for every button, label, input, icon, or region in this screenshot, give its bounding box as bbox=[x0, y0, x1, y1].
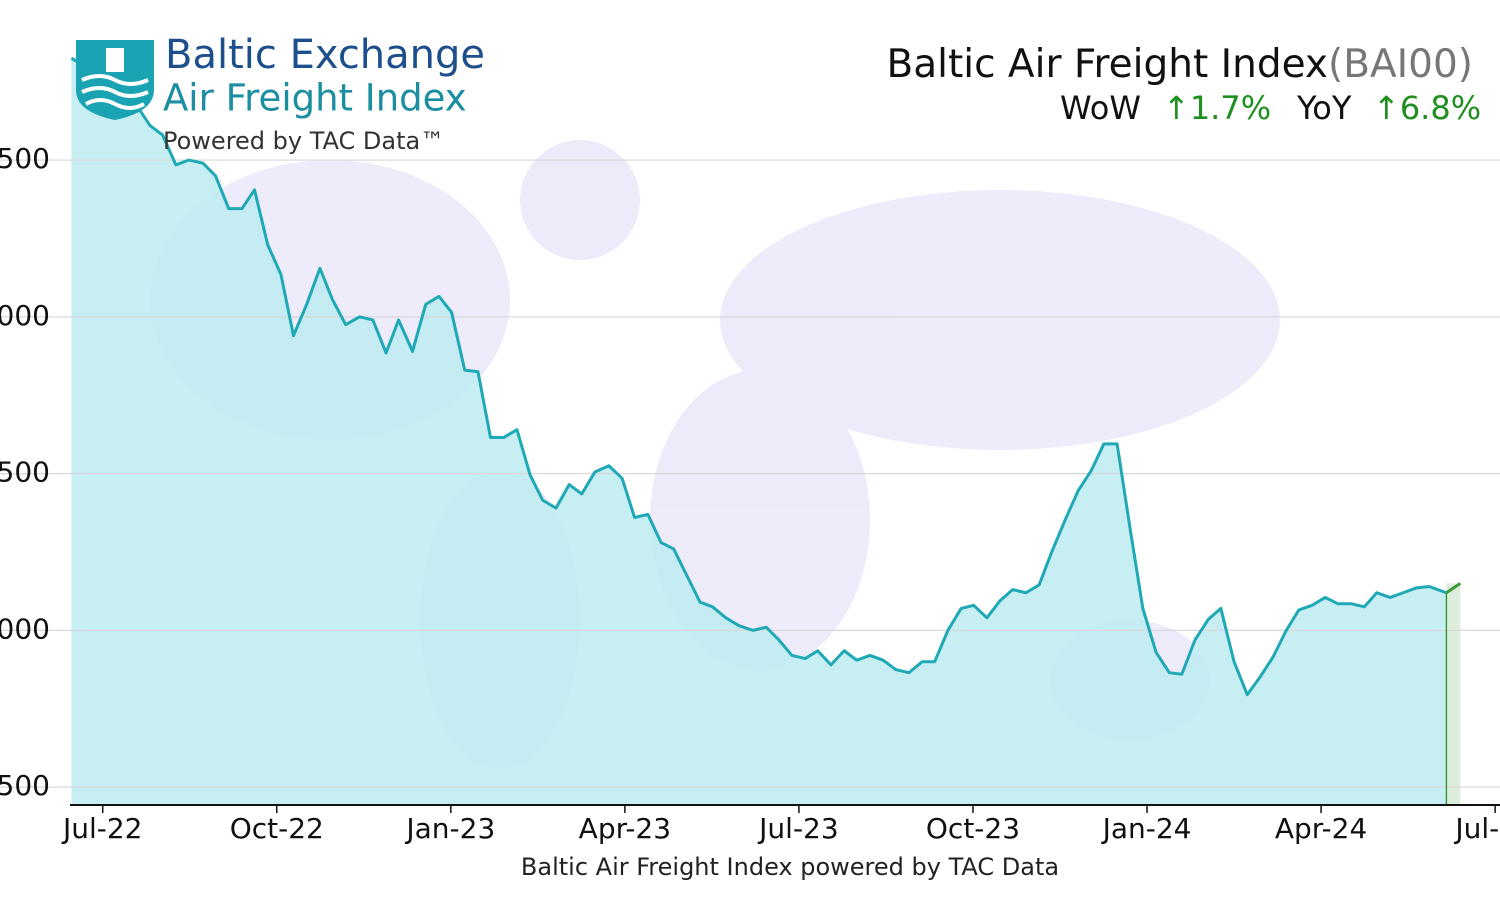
title-code: (BAI00) bbox=[1328, 42, 1473, 87]
x-tick-label: Jul-23 bbox=[757, 812, 839, 845]
y-tick-label: 2500 bbox=[0, 456, 50, 489]
x-tick-label: Jul-24 bbox=[1453, 812, 1500, 845]
x-tick-label: Apr-23 bbox=[579, 812, 671, 845]
y-tick-label: 3500 bbox=[0, 142, 50, 175]
x-tick-label: Oct-22 bbox=[230, 812, 324, 845]
area bbox=[71, 58, 1447, 805]
logo-tagline: Powered by TAC Data™ bbox=[163, 127, 444, 155]
x-tick-label: Jan-23 bbox=[404, 812, 495, 845]
y-tick-label: 1500 bbox=[0, 769, 50, 802]
x-tick-label: Jul-22 bbox=[61, 812, 143, 845]
logo-waves bbox=[81, 74, 149, 110]
x-tick-label: Jan-24 bbox=[1101, 812, 1192, 845]
x-axis-label: Baltic Air Freight Index powered by TAC … bbox=[521, 853, 1059, 881]
index-line bbox=[70, 56, 1447, 697]
y-tick-label: 3000 bbox=[0, 299, 50, 332]
title-text: Baltic Air Freight Index bbox=[886, 42, 1328, 87]
wow-label: WoW bbox=[1060, 89, 1141, 127]
y-tick-label: 2000 bbox=[0, 612, 50, 645]
latest-line bbox=[1445, 582, 1462, 594]
logo-title: Baltic Exchange bbox=[165, 32, 485, 78]
wow-change: ↑1.7% bbox=[1163, 89, 1271, 127]
latest-band bbox=[1446, 583, 1461, 805]
logo-lighthouse bbox=[106, 48, 124, 72]
chart-title: Baltic Air Freight Index(BAI00) bbox=[886, 42, 1473, 87]
logo-subtitle: Air Freight Index bbox=[163, 77, 467, 120]
plot-area: 1500 2000 2500 3000 3500 Jul-22 Oct-22 Jan-23 Ap… bbox=[0, 56, 1500, 845]
yoy-label: YoY bbox=[1296, 89, 1352, 127]
x-tick-label: Apr-24 bbox=[1275, 812, 1367, 845]
logo: Baltic Exchange Air Freight Index Powere… bbox=[76, 32, 485, 155]
yoy-change: ↑6.8% bbox=[1373, 89, 1481, 127]
x-tick-label: Oct-23 bbox=[926, 812, 1020, 845]
